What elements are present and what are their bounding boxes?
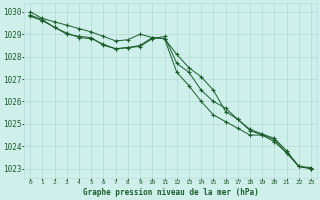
X-axis label: Graphe pression niveau de la mer (hPa): Graphe pression niveau de la mer (hPa) — [83, 188, 259, 197]
